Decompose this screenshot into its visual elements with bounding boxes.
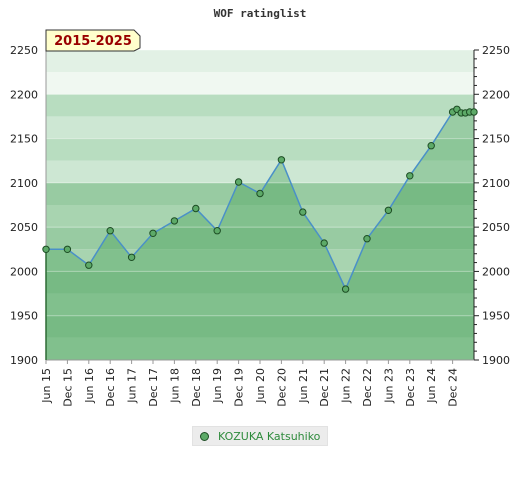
x-tick-label: Jun 22 [340, 368, 353, 404]
background-band [46, 160, 474, 183]
y-tick-label-right: 1950 [482, 310, 510, 323]
y-tick-label-left: 2050 [10, 221, 38, 234]
range-label-shape [45, 29, 141, 52]
y-tick-label-right: 2150 [482, 133, 510, 146]
data-point [170, 217, 179, 225]
data-point [213, 227, 221, 235]
data-point [42, 245, 50, 254]
background-band [46, 271, 474, 294]
data-point [192, 204, 200, 213]
background-band [46, 205, 474, 228]
data-point [427, 142, 435, 150]
x-tick-label: Jun 18 [168, 368, 181, 404]
x-tick-label: Jun 19 [211, 368, 224, 404]
legend-marker [200, 431, 209, 441]
y-tick-label-right: 2200 [482, 88, 510, 101]
y-tick-label-left: 2200 [10, 88, 38, 101]
x-tick-label: Dec 24 [447, 368, 460, 407]
data-point [149, 229, 157, 238]
chart-title: WOF ratinglist [214, 7, 307, 20]
y-tick-label-left: 2100 [10, 177, 38, 190]
y-tick-label-left: 1900 [10, 354, 38, 367]
data-point [277, 156, 286, 164]
x-tick-label: Jun 24 [425, 368, 438, 404]
background-band [46, 50, 474, 73]
data-point [341, 285, 350, 293]
range-label: 2015-2025 [54, 34, 132, 49]
y-tick-label-right: 2000 [482, 265, 510, 278]
y-tick-label-right: 2100 [482, 177, 510, 190]
series-points [42, 105, 478, 293]
x-tick-label: Dec 15 [61, 368, 74, 407]
x-tick-label: Jun 23 [382, 368, 395, 404]
background-bands [46, 50, 474, 360]
x-tick-label: Jun 20 [254, 368, 267, 404]
background-band [46, 337, 474, 360]
data-point [127, 253, 136, 261]
data-point [363, 235, 371, 243]
background-band [46, 315, 474, 338]
x-tick-label: Dec 17 [147, 368, 160, 407]
x-tick-label: Jun 16 [83, 368, 96, 404]
range-label-box: 2015-2025 [45, 29, 141, 52]
data-point [384, 206, 393, 215]
series-area [46, 109, 474, 360]
background-band [46, 94, 474, 117]
y-tick-label-right: 2050 [482, 221, 510, 234]
x-tick-label: Dec 16 [104, 368, 117, 407]
x-tick-label: Dec 21 [318, 368, 331, 407]
x-tick-label: Jun 17 [126, 368, 139, 404]
data-point [299, 208, 307, 216]
y-tick-label-left: 2150 [10, 133, 38, 146]
x-tick-label: Jun 15 [40, 368, 53, 404]
x-tick-label: Dec 20 [275, 368, 288, 407]
x-tick-label: Dec 22 [361, 368, 374, 407]
y-tick-label-right: 1900 [482, 354, 510, 367]
y-tick-label-left: 2250 [10, 44, 38, 57]
background-band [46, 293, 474, 316]
y-tick-label-left: 1950 [10, 310, 38, 323]
data-point [234, 178, 243, 186]
x-tick-label: Dec 23 [404, 368, 417, 407]
background-band [46, 116, 474, 139]
data-point [256, 189, 264, 198]
data-point [106, 227, 114, 235]
y-tick-label-right: 2250 [482, 44, 510, 57]
x-tick-label: Dec 19 [233, 368, 246, 407]
data-point [320, 239, 328, 247]
data-point [406, 172, 414, 180]
background-band [46, 72, 474, 95]
data-point [63, 245, 72, 254]
data-point [470, 108, 478, 116]
background-band [46, 249, 474, 272]
legend: KOZUKA Katsuhiko [192, 426, 328, 446]
y-tick-label-left: 2000 [10, 265, 38, 278]
y-axis-left-ticks: 1900 1950 2000 2050 2100 2150 2200 2250 [10, 44, 38, 367]
x-tick-label: Jun 21 [297, 368, 310, 404]
y-axis-right-ticks: 1900 1950 2000 2050 2100 2150 2200 2250 [474, 44, 510, 367]
data-point [85, 261, 93, 269]
background-band [46, 138, 474, 161]
x-tick-label: Dec 18 [190, 368, 203, 407]
legend-series-label: KOZUKA Katsuhiko [218, 429, 321, 443]
x-axis-ticks: Jun 15 Dec 15 Jun 16 Dec 16 Jun 17 Dec 17 Jun … [40, 360, 460, 407]
